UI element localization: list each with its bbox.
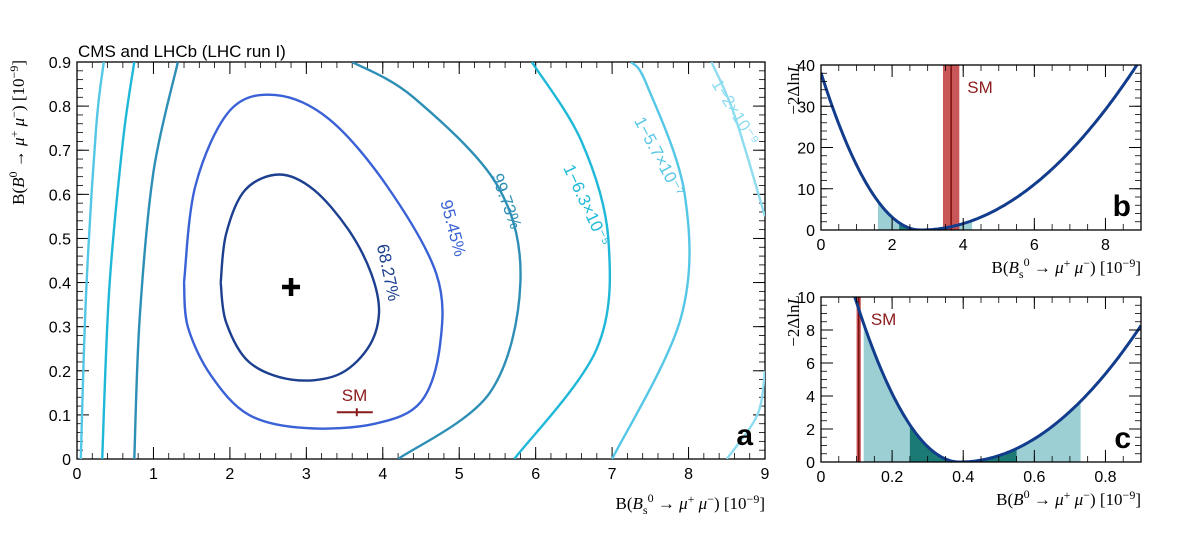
contour-label-2: 99.73%	[488, 171, 526, 232]
contour-line-3	[513, 62, 612, 459]
b-ytick-label: 40	[797, 58, 815, 75]
contour-line-2	[133, 62, 180, 459]
a-ytick-label: 0.8	[49, 99, 71, 116]
contour-label-1: 95.45%	[436, 198, 469, 259]
b-xtick-label: 8	[1101, 237, 1110, 254]
b-ytick-label: 20	[797, 141, 815, 158]
b-xtick-label: 4	[959, 237, 968, 254]
contour-line-4	[611, 62, 691, 459]
a-xtick-label: 3	[302, 466, 311, 483]
contour-line-5	[725, 370, 765, 459]
c-xtick-label: 0.8	[1094, 469, 1116, 486]
a-xtick-label: 2	[225, 466, 234, 483]
panel-label-a: a	[736, 419, 753, 452]
c-ytick-label: 2	[806, 422, 815, 439]
a-xtick-label: 0	[73, 466, 82, 483]
a-xtick-label: 8	[684, 466, 693, 483]
sm-label-c: SM	[871, 310, 897, 329]
best-fit-marker	[282, 277, 301, 296]
c-ytick-label: 8	[806, 323, 815, 340]
c-xtick-label: 0.2	[881, 469, 903, 486]
a-ytick-label: 0.7	[49, 143, 71, 160]
x-axis-label-c: B(B0 → μ+ μ−) [10−9]	[996, 487, 1141, 509]
contour-label-5: 1−2×10⁻⁹	[708, 76, 763, 149]
contour-label-4: 1−5.7×10⁻⁷	[630, 114, 688, 200]
a-xtick-label: 5	[455, 466, 464, 483]
sm-marker	[336, 408, 373, 417]
panel-label-b: b	[1113, 190, 1131, 223]
c-ytick-label: 10	[797, 290, 815, 307]
contour-line-4	[79, 62, 105, 459]
c-ytick-label: 4	[806, 389, 815, 406]
y-axis-label-c: −2ΔlnL	[784, 295, 803, 347]
contour-line-3	[101, 62, 136, 459]
a-xtick-label: 1	[149, 466, 158, 483]
y-axis-label-a: B(B0 → μ+ μ−) [10−9]	[6, 60, 28, 205]
c-xtick-label: 0.6	[1023, 469, 1045, 486]
contour-line-5	[710, 62, 765, 217]
band-2sigma-c	[863, 323, 1081, 462]
a-frame	[76, 61, 766, 460]
c-ytick-label: 6	[806, 356, 815, 373]
b-xtick-label: 2	[888, 237, 897, 254]
sm-label: SM	[342, 386, 368, 405]
panel-label-c: c	[1114, 422, 1131, 455]
c-xtick-label: 0.4	[952, 469, 974, 486]
sm-label-b: SM	[967, 78, 993, 97]
a-ytick-label: 0.3	[49, 320, 71, 337]
a-xtick-label: 9	[761, 466, 770, 483]
y-axis-label-b: −2ΔlnL	[784, 63, 803, 115]
a-ytick-label: 0.2	[49, 364, 71, 381]
panel-b-plot	[821, 65, 1139, 230]
x-axis-label-a: B(Bs0 → μ+ μ−) [10−9]	[616, 491, 766, 517]
contour-label-3: 1−6.3×10⁻⁵	[559, 161, 613, 249]
band-1sigma-c	[909, 424, 1017, 462]
b-ytick-label: 30	[797, 99, 815, 116]
a-xtick-label: 7	[608, 466, 617, 483]
a-ytick-label: 0.4	[49, 276, 71, 293]
b-xtick-label: 0	[817, 237, 826, 254]
b-xtick-label: 6	[1030, 237, 1039, 254]
c-ytick-label: 0	[806, 455, 815, 472]
b-ytick-label: 10	[797, 182, 815, 199]
a-ytick-label: 0.1	[49, 408, 71, 425]
a-xtick-label: 6	[531, 466, 540, 483]
b-ytick-label: 0	[806, 223, 815, 240]
contour-line-2	[351, 62, 522, 459]
a-ytick-label: 0.9	[49, 55, 71, 72]
c-xtick-label: 0	[817, 469, 826, 486]
x-axis-label-b: B(Bs0 → μ+ μ−) [10−9]	[992, 255, 1142, 281]
contour-line-0	[219, 173, 381, 382]
a-ytick-label: 0	[62, 452, 71, 469]
a-ytick-label: 0.5	[49, 231, 71, 248]
panel-a-contours	[79, 62, 765, 459]
chart-title: CMS and LHCb (LHC run I)	[78, 42, 286, 61]
a-ytick-label: 0.6	[49, 187, 71, 204]
band-2sigma-b	[877, 201, 973, 230]
likelihood-curve-b	[821, 65, 1139, 230]
a-xtick-label: 4	[378, 466, 387, 483]
contour-line-1	[182, 93, 444, 430]
